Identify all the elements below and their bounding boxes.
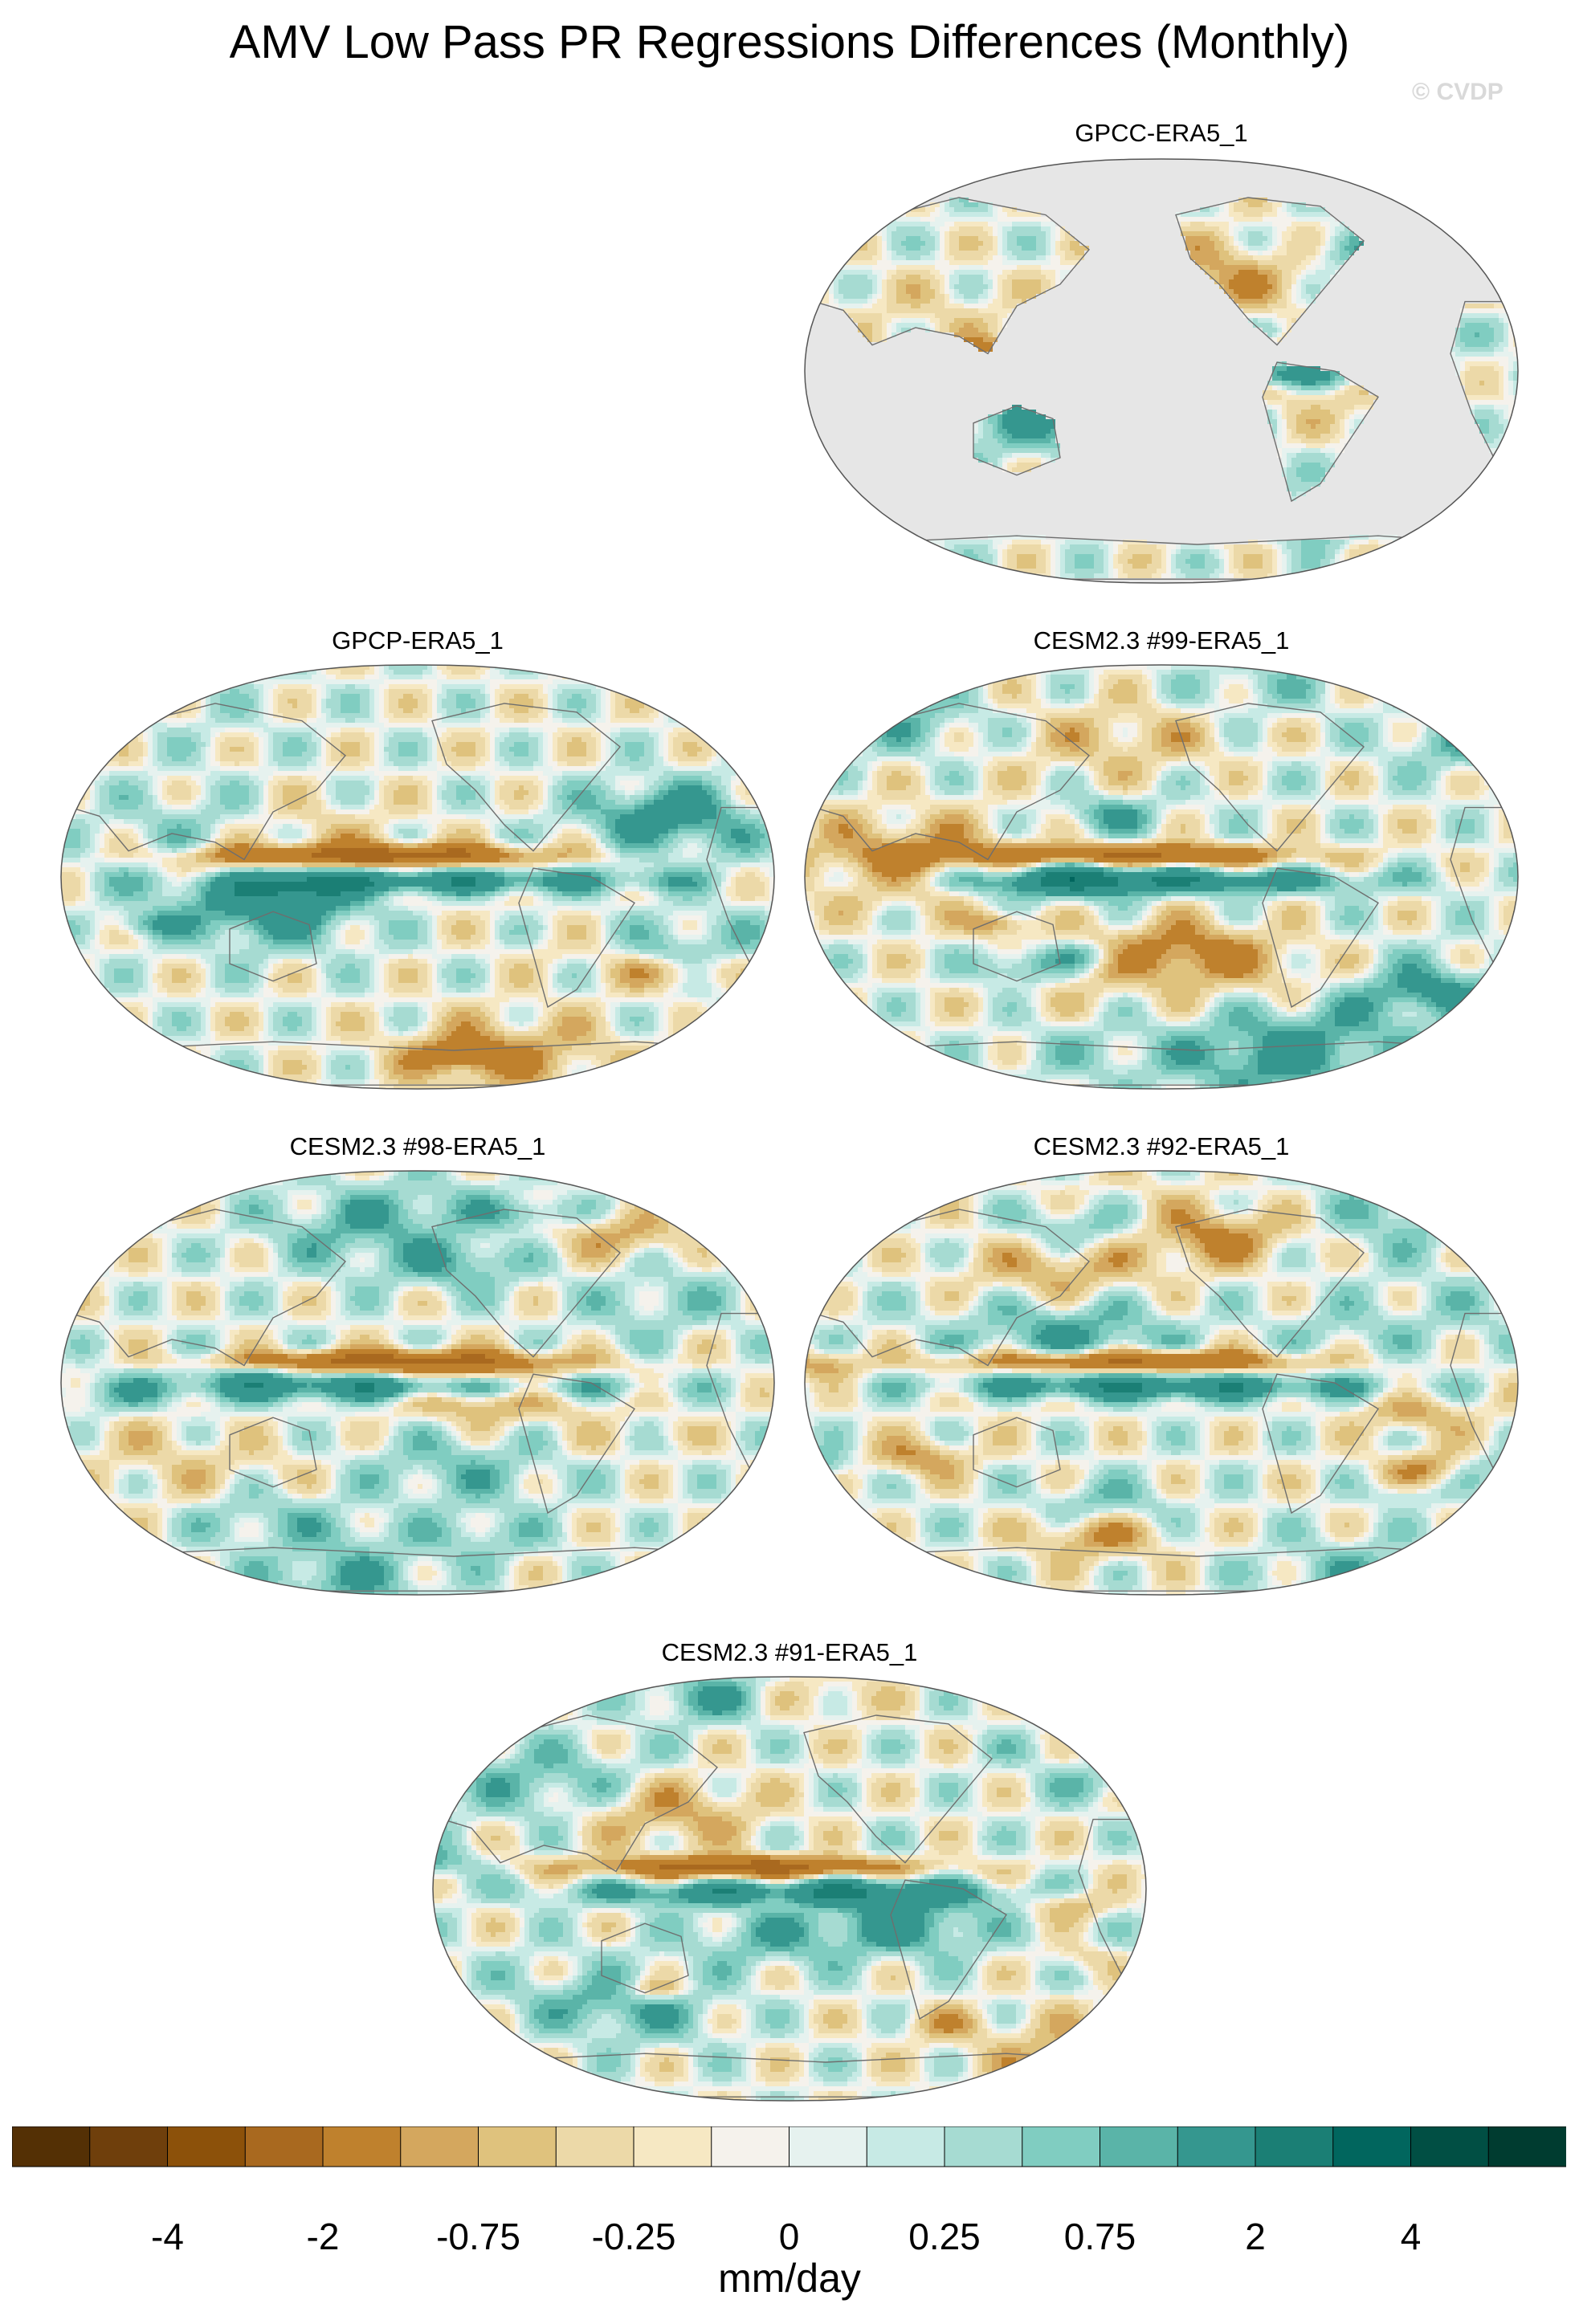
map-panel-cesm91 [428,1672,1151,2106]
precip-field [56,660,780,1095]
map-cesm91 [428,1672,1151,2106]
precip-field [56,1166,780,1600]
map-panel-gpcc [800,154,1523,588]
figure-title: AMV Low Pass PR Regressions Differences … [0,14,1579,71]
map-panel-cesm98 [56,1166,779,1600]
colorbar-swatch [479,2126,557,2167]
map-panel-gpcp [56,660,779,1094]
colorbar-units: mm/day [0,2255,1579,2302]
cvdp-watermark: © CVDP [1412,79,1504,106]
panel-title-cesm92: CESM2.3 #92-ERA5_1 [800,1132,1523,1161]
panel-title-cesm99: CESM2.3 #99-ERA5_1 [800,626,1523,655]
colorbar [12,2126,1566,2207]
panel-title-cesm91: CESM2.3 #91-ERA5_1 [428,1638,1151,1667]
colorbar-swatch [1255,2126,1333,2167]
panel-title-cesm98: CESM2.3 #98-ERA5_1 [56,1132,779,1161]
colorbar-swatch [790,2126,867,2167]
panel-title-gpcc: GPCC-ERA5_1 [800,119,1523,148]
map-gpcc [800,154,1523,588]
colorbar-tick-label: 2 [1245,2215,1266,2258]
colorbar-tick-label: 0.75 [1064,2215,1136,2258]
colorbar-swatch [1333,2126,1411,2167]
colorbar-tick-label: -2 [307,2215,340,2258]
colorbar-swatch [556,2126,634,2167]
colorbar-tick-label: -0.75 [436,2215,520,2258]
colorbar-swatch [1488,2126,1566,2167]
map-panel-cesm92 [800,1166,1523,1600]
colorbar-tick-label: 0 [779,2215,800,2258]
colorbar-swatch [712,2126,790,2167]
panel-title-gpcp: GPCP-ERA5_1 [56,626,779,655]
colorbar-swatch [401,2126,479,2167]
colorbar-swatch [90,2126,168,2167]
map-cesm92 [800,1166,1523,1600]
colorbar-swatch [245,2126,323,2167]
map-panel-cesm99 [800,660,1523,1094]
colorbar-tick-label: -4 [151,2215,184,2258]
precip-field [428,1672,1152,2106]
colorbar-tick-label: 0.25 [908,2215,981,2258]
map-gpcp [56,660,779,1094]
colorbar-swatch [168,2126,246,2167]
precip-field [800,154,1524,589]
precip-field [800,660,1524,1095]
colorbar-swatch [1411,2126,1489,2167]
colorbar-swatch [867,2126,945,2167]
colorbar-swatches [12,2126,1566,2207]
precip-field [800,1166,1524,1600]
colorbar-swatch [945,2126,1022,2167]
colorbar-tick-label: -0.25 [592,2215,676,2258]
colorbar-tick-label: 4 [1401,2215,1422,2258]
colorbar-swatch [12,2126,90,2167]
colorbar-swatch [1022,2126,1100,2167]
map-cesm99 [800,660,1523,1094]
colorbar-swatch [1177,2126,1255,2167]
colorbar-swatch [634,2126,712,2167]
colorbar-swatch [323,2126,401,2167]
map-cesm98 [56,1166,779,1600]
colorbar-swatch [1100,2126,1178,2167]
